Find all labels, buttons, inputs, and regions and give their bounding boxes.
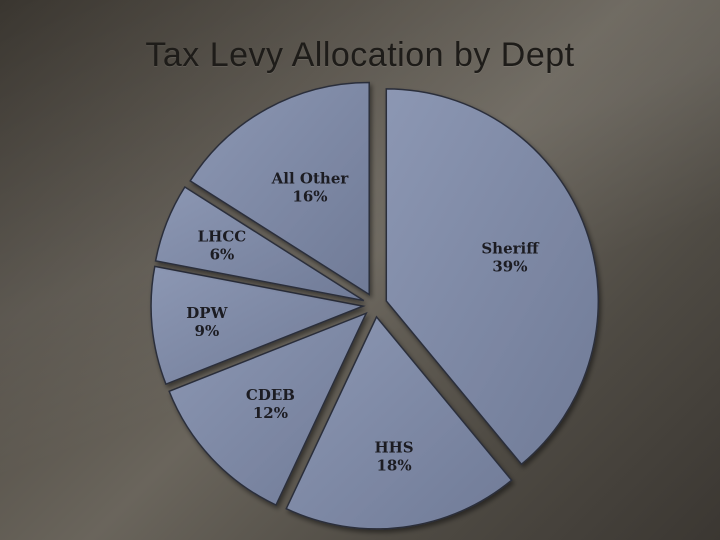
slice-value-all-other: 16%	[292, 188, 327, 206]
slice-label-cdeb: CDEB	[246, 386, 295, 404]
slice-value-dpw: 9%	[195, 322, 220, 340]
slice-value-lhcc: 6%	[210, 245, 235, 263]
slice-label-all-other: All Other	[271, 170, 350, 188]
slice-label-hhs: HHS	[374, 439, 413, 457]
slice-label-lhcc: LHCC	[198, 227, 247, 245]
pie-slice-lhcc	[154, 185, 365, 302]
pie-slice-hhs	[285, 315, 513, 530]
pie-slice-cdeb	[168, 311, 368, 507]
slice-value-sheriff: 39%	[492, 257, 527, 275]
slice-value-hhs: 18%	[376, 457, 411, 475]
pie-slice-sheriff	[385, 88, 599, 466]
slice-label-sheriff: Sheriff	[481, 239, 540, 257]
pie-slice-dpw	[150, 265, 366, 386]
slice-label-dpw: DPW	[186, 304, 228, 322]
slice-value-cdeb: 12%	[253, 404, 288, 422]
chart-title: Tax Levy Allocation by Dept	[145, 36, 575, 74]
pie-slice-all-other	[189, 81, 370, 296]
